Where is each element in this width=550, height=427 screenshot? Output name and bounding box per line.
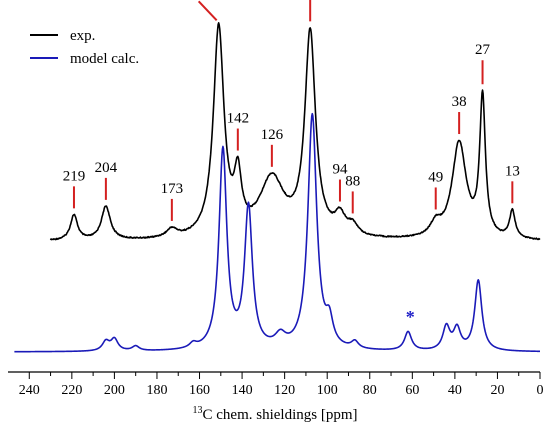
tick-label-100: 100	[317, 383, 338, 398]
tick-label-160: 160	[189, 383, 210, 398]
legend-label-exp: exp.	[70, 28, 95, 44]
peak-label-13: 13	[505, 163, 520, 179]
tick-label-220: 220	[61, 383, 82, 398]
x-axis-title-main: C chem. shieldings [ppm]	[203, 407, 358, 423]
peak-label-27: 27	[475, 42, 491, 58]
legend: exp. model calc.	[30, 28, 139, 67]
annotation-layer: *	[406, 307, 415, 327]
tick-label-240: 240	[19, 383, 40, 398]
tick-label-20: 20	[490, 383, 504, 398]
peak-markers: 219204173151142126108948849382713	[63, 0, 520, 221]
tick-label-180: 180	[146, 383, 167, 398]
series-calc	[14, 112, 541, 353]
annotation-asterisk: *	[406, 307, 415, 327]
peak-label-151: 151	[175, 0, 198, 3]
x-axis-title: 13C chem. shieldings [ppm]	[193, 405, 358, 423]
tick-label-140: 140	[232, 383, 253, 398]
peak-label-88: 88	[345, 173, 360, 189]
legend-label-calc: model calc.	[70, 51, 139, 67]
peak-label-38: 38	[452, 94, 467, 110]
x-axis-title-sup: 13	[193, 405, 203, 416]
tick-label-0: 0	[537, 383, 544, 398]
peak-label-142: 142	[227, 111, 250, 127]
tick-label-120: 120	[274, 383, 295, 398]
peak-label-219: 219	[63, 168, 86, 184]
tick-label-80: 80	[363, 383, 377, 398]
peak-label-126: 126	[261, 127, 284, 143]
peak-label-94: 94	[332, 162, 348, 178]
x-ticks: 240 220 200 180 160 140 120 100 80 60 40 20 0	[19, 372, 544, 398]
tick-label-40: 40	[448, 383, 462, 398]
peak-label-204: 204	[95, 160, 118, 176]
series-layer	[14, 22, 541, 353]
tick-label-200: 200	[104, 383, 125, 398]
tick-label-60: 60	[405, 383, 419, 398]
peak-label-173: 173	[161, 181, 184, 197]
peak-marker-151	[197, 0, 218, 21]
x-axis: 240 220 200 180 160 140 120 100 80 60 40 20 0	[8, 371, 544, 398]
series-exp	[49, 22, 541, 241]
peak-label-49: 49	[428, 169, 443, 185]
